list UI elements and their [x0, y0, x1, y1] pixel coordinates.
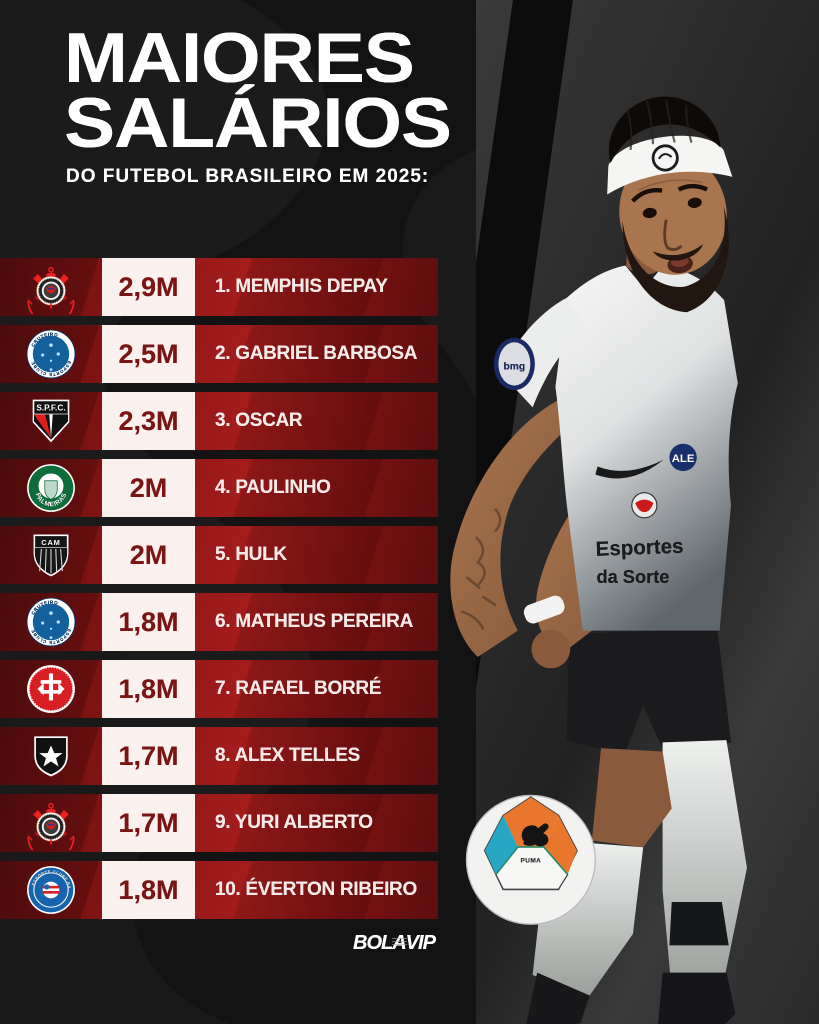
svg-text:PUMA: PUMA: [520, 858, 541, 865]
svg-text:ALE: ALE: [672, 453, 695, 465]
svg-text:bmg: bmg: [504, 362, 526, 373]
svg-text:da Sorte: da Sorte: [596, 566, 669, 587]
svg-text:S.P.F.C.: S.P.F.C.: [36, 403, 65, 413]
svg-text:Esportes: Esportes: [595, 535, 684, 561]
svg-text:CAM: CAM: [41, 538, 61, 547]
